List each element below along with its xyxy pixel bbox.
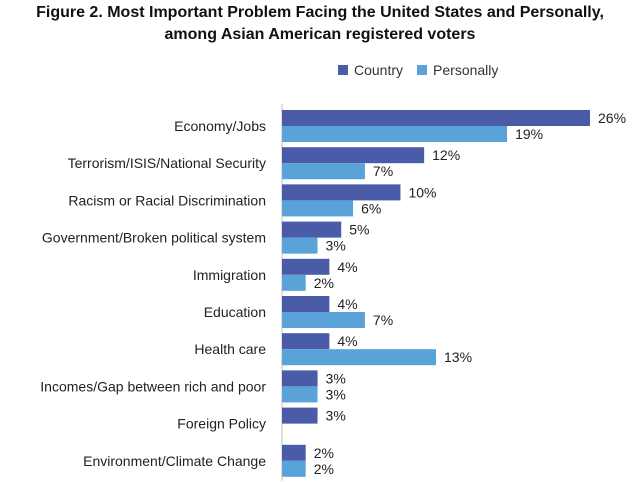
bar-country [282,296,330,312]
bar-personally [282,312,365,328]
data-label-country: 2% [314,445,334,461]
legend-swatch-country [338,65,348,75]
legend: Country Personally [338,62,512,78]
legend-label-country: Country [354,62,404,78]
data-label-country: 3% [326,370,346,386]
data-label-personally: 7% [373,163,393,179]
data-label-country: 4% [337,296,357,312]
data-label-personally: 7% [373,312,393,328]
data-label-personally: 2% [314,461,334,477]
bar-personally [282,163,365,180]
category-label: Terrorism/ISIS/National Security [68,155,266,171]
legend-label-personally: Personally [433,62,499,78]
bar-personally [282,200,354,217]
bar-country [282,184,401,201]
data-label-country: 26% [598,110,626,126]
bar-personally [282,237,318,254]
bar-country [282,370,318,387]
legend-item-country: Country [338,62,403,78]
data-label-personally: 3% [326,238,346,254]
chart-title: Figure 2. Most Important Problem Facing … [36,4,604,21]
bar-country [282,147,425,164]
category-label: Racism or Racial Discrimination [68,192,266,208]
bar-personally [282,386,318,403]
category-label: Government/Broken political system [42,230,266,246]
data-label-country: 5% [349,222,369,238]
category-label: Incomes/Gap between rich and poor [40,378,266,394]
data-label-country: 10% [408,184,436,200]
category-label: Education [204,304,266,320]
data-label-personally: 6% [361,200,381,216]
bar-personally [282,349,436,366]
legend-swatch-personally [417,65,428,75]
data-label-country: 12% [432,147,460,163]
data-label-country: 4% [337,259,357,275]
bar-country [282,110,590,126]
data-label-personally: 19% [515,126,543,142]
data-label-country: 4% [337,333,357,349]
category-label: Foreign Policy [177,416,266,432]
bar-country [282,407,318,424]
category-label: Health care [194,341,266,357]
data-label-country: 3% [326,408,346,424]
bar-personally [282,126,508,142]
data-label-personally: 13% [444,349,472,365]
bar-personally [282,274,306,291]
category-label: Economy/Jobs [174,118,266,134]
bar-country [282,333,330,350]
legend-item-personally: Personally [417,62,498,78]
category-label: Environment/Climate Change [83,453,266,469]
category-label: Immigration [193,267,266,283]
bar-country [282,444,306,461]
bar-personally [282,460,306,477]
bar-country [282,221,342,238]
bar-country [282,258,330,275]
data-label-personally: 2% [314,275,334,291]
chart-subtitle: among Asian American registered voters [164,26,476,43]
data-label-personally: 3% [326,386,346,402]
